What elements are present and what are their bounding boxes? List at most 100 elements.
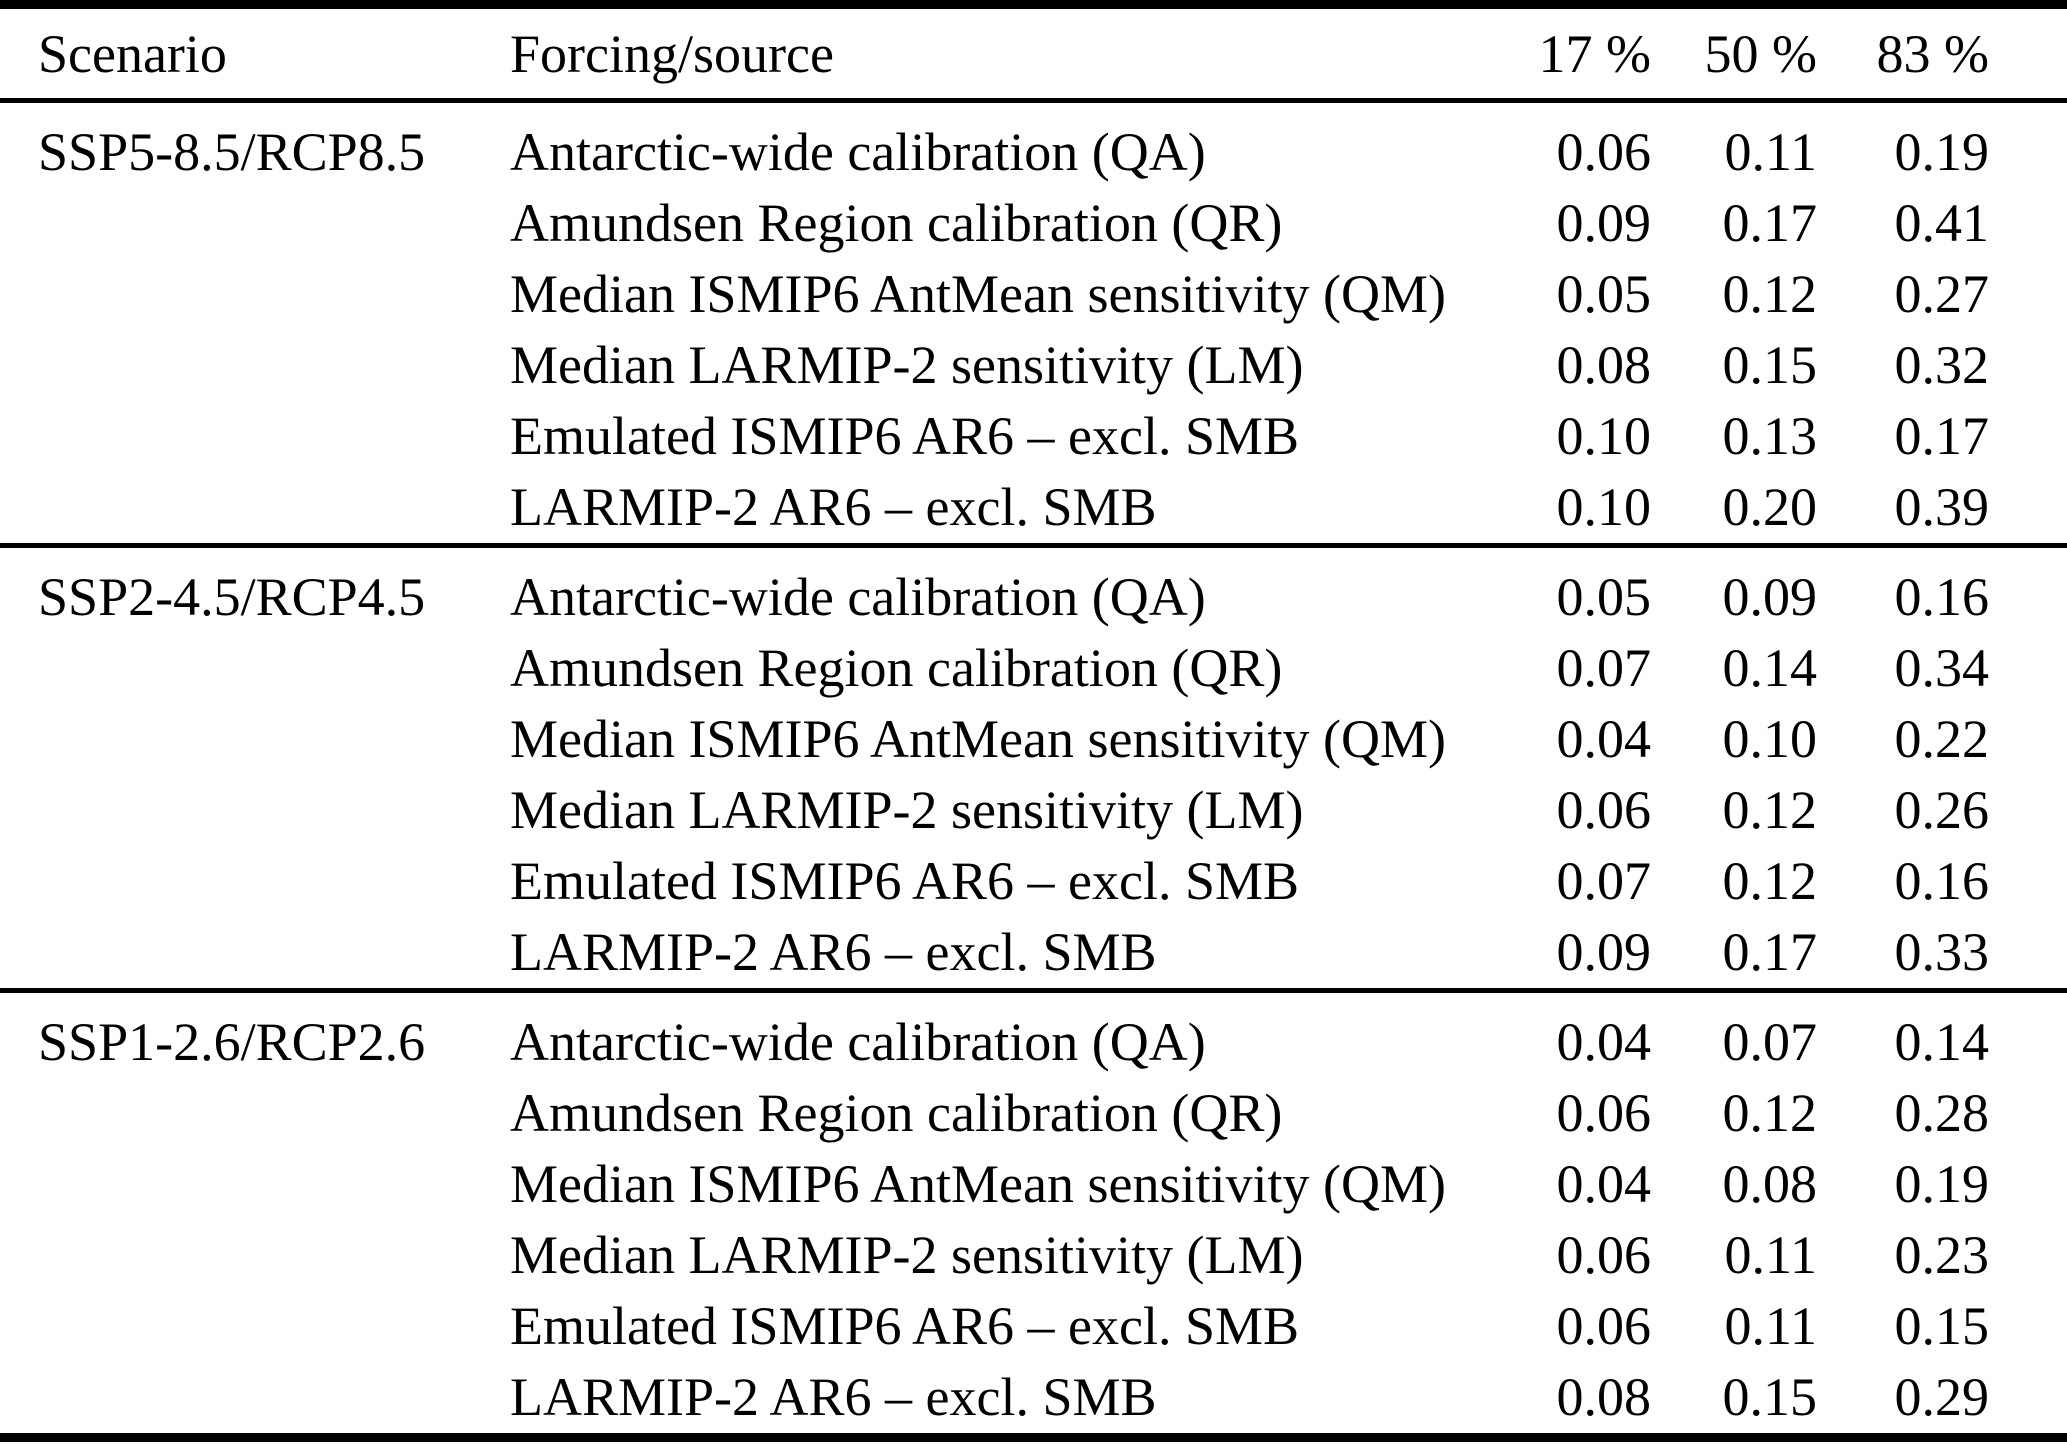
- table-row: Amundsen Region calibration (QR) 0.09 0.17…: [0, 188, 2067, 259]
- table-row: SSP2-4.5/RCP4.5 Antarctic-wide calibratio…: [0, 546, 2067, 634]
- forcing-cell: Antarctic-wide calibration (QA): [510, 1012, 1206, 1072]
- value-83-cell: 0.19: [1894, 122, 1990, 182]
- header-scenario: Scenario: [38, 23, 227, 84]
- value-83-cell: 0.16: [1894, 851, 1990, 911]
- value-83-cell: 0.16: [1894, 567, 1990, 627]
- table-row: Median ISMIP6 AntMean sensitivity (QM) 0.…: [0, 259, 2067, 330]
- value-83-cell: 0.19: [1894, 1154, 1990, 1214]
- scenario-group: SSP5-8.5/RCP8.5 Antarctic-wide calibratio…: [0, 101, 2067, 546]
- value-50-cell: 0.15: [1722, 335, 1818, 395]
- value-17-cell: 0.05: [1556, 567, 1652, 627]
- forcing-cell: Amundsen Region calibration (QR): [510, 193, 1283, 253]
- value-83-cell: 0.23: [1894, 1225, 1990, 1285]
- header-row: Scenario Forcing/source 17 % 50 % 83 %: [0, 5, 2067, 101]
- value-50-cell: 0.17: [1722, 193, 1818, 253]
- table-row: Emulated ISMIP6 AR6 – excl. SMB 0.07 0.12 0…: [0, 846, 2067, 917]
- value-50-cell: 0.15: [1722, 1367, 1818, 1427]
- value-17-cell: 0.06: [1556, 122, 1652, 182]
- value-83-cell: 0.29: [1894, 1367, 1990, 1427]
- value-50-cell: 0.13: [1722, 406, 1818, 466]
- value-17-cell: 0.05: [1556, 264, 1652, 324]
- value-17-cell: 0.08: [1556, 1367, 1652, 1427]
- table-row: Median LARMIP-2 sensitivity (LM) 0.06 0.11…: [0, 1220, 2067, 1291]
- forcing-cell: Median LARMIP-2 sensitivity (LM): [510, 780, 1304, 840]
- value-50-cell: 0.11: [1724, 122, 1818, 182]
- value-83-cell: 0.22: [1894, 709, 1990, 769]
- value-50-cell: 0.11: [1724, 1296, 1818, 1356]
- forcing-cell: Emulated ISMIP6 AR6 – excl. SMB: [510, 406, 1300, 466]
- value-17-cell: 0.06: [1556, 1296, 1652, 1356]
- value-50-cell: 0.12: [1722, 780, 1818, 840]
- value-50-cell: 0.12: [1722, 264, 1818, 324]
- forcing-cell: Median ISMIP6 AntMean sensitivity (QM): [510, 1154, 1446, 1214]
- value-50-cell: 0.10: [1722, 709, 1818, 769]
- value-50-cell: 0.14: [1722, 638, 1818, 698]
- value-50-cell: 0.12: [1722, 851, 1818, 911]
- scenario-group: SSP2-4.5/RCP4.5 Antarctic-wide calibratio…: [0, 546, 2067, 991]
- value-17-cell: 0.08: [1556, 335, 1652, 395]
- value-83-cell: 0.32: [1894, 335, 1990, 395]
- value-17-cell: 0.10: [1556, 406, 1652, 466]
- value-17-cell: 0.06: [1556, 1225, 1652, 1285]
- table-row: Emulated ISMIP6 AR6 – excl. SMB 0.06 0.11 0…: [0, 1291, 2067, 1362]
- value-17-cell: 0.04: [1556, 709, 1652, 769]
- scenario-group: SSP1-2.6/RCP2.6 Antarctic-wide calibratio…: [0, 991, 2067, 1438]
- table-row: Amundsen Region calibration (QR) 0.06 0.12…: [0, 1078, 2067, 1149]
- value-17-cell: 0.07: [1556, 638, 1652, 698]
- value-17-cell: 0.10: [1556, 477, 1652, 537]
- value-83-cell: 0.41: [1894, 193, 1990, 253]
- table-row: LARMIP-2 AR6 – excl. SMB 0.08 0.15 0.29: [0, 1362, 2067, 1438]
- value-17-cell: 0.06: [1556, 1083, 1652, 1143]
- value-50-cell: 0.09: [1722, 567, 1818, 627]
- value-83-cell: 0.39: [1894, 477, 1990, 537]
- value-83-cell: 0.33: [1894, 922, 1990, 982]
- scenario-cell: SSP5-8.5/RCP8.5: [38, 122, 426, 182]
- table-row: SSP5-8.5/RCP8.5 Antarctic-wide calibratio…: [0, 101, 2067, 189]
- forcing-cell: Median LARMIP-2 sensitivity (LM): [510, 1225, 1304, 1285]
- value-83-cell: 0.14: [1894, 1012, 1990, 1072]
- header-percentile-83: 83 %: [1876, 23, 1989, 84]
- header-percentile-17: 17 %: [1538, 23, 1651, 84]
- forcing-cell: Emulated ISMIP6 AR6 – excl. SMB: [510, 851, 1300, 911]
- value-83-cell: 0.26: [1894, 780, 1990, 840]
- table-row: Emulated ISMIP6 AR6 – excl. SMB 0.10 0.13 0…: [0, 401, 2067, 472]
- value-50-cell: 0.11: [1724, 1225, 1818, 1285]
- header-forcing: Forcing/source: [510, 23, 834, 84]
- value-17-cell: 0.09: [1556, 193, 1652, 253]
- forcing-cell: Amundsen Region calibration (QR): [510, 638, 1283, 698]
- scenario-cell: SSP2-4.5/RCP4.5: [38, 567, 426, 627]
- value-17-cell: 0.04: [1556, 1154, 1652, 1214]
- table-row: LARMIP-2 AR6 – excl. SMB 0.10 0.20 0.39: [0, 472, 2067, 546]
- table-row: Amundsen Region calibration (QR) 0.07 0.14…: [0, 633, 2067, 704]
- forcing-cell: Median ISMIP6 AntMean sensitivity (QM): [510, 709, 1446, 769]
- value-50-cell: 0.12: [1722, 1083, 1818, 1143]
- value-83-cell: 0.15: [1894, 1296, 1990, 1356]
- forcing-cell: Median ISMIP6 AntMean sensitivity (QM): [510, 264, 1446, 324]
- forcing-cell: LARMIP-2 AR6 – excl. SMB: [510, 477, 1157, 537]
- value-83-cell: 0.17: [1894, 406, 1990, 466]
- value-50-cell: 0.20: [1722, 477, 1818, 537]
- value-17-cell: 0.04: [1556, 1012, 1652, 1072]
- forcing-cell: Median LARMIP-2 sensitivity (LM): [510, 335, 1304, 395]
- forcing-cell: Emulated ISMIP6 AR6 – excl. SMB: [510, 1296, 1300, 1356]
- scenario-cell: SSP1-2.6/RCP2.6: [38, 1012, 426, 1072]
- value-83-cell: 0.28: [1894, 1083, 1990, 1143]
- value-50-cell: 0.07: [1722, 1012, 1818, 1072]
- table-row: Median LARMIP-2 sensitivity (LM) 0.08 0.15…: [0, 330, 2067, 401]
- value-50-cell: 0.17: [1722, 922, 1818, 982]
- forcing-cell: LARMIP-2 AR6 – excl. SMB: [510, 1367, 1157, 1427]
- forcing-cell: LARMIP-2 AR6 – excl. SMB: [510, 922, 1157, 982]
- table-header: Scenario Forcing/source 17 % 50 % 83 %: [0, 5, 2067, 101]
- value-17-cell: 0.09: [1556, 922, 1652, 982]
- header-percentile-50: 50 %: [1704, 23, 1817, 84]
- value-83-cell: 0.34: [1894, 638, 1990, 698]
- table-row: SSP1-2.6/RCP2.6 Antarctic-wide calibratio…: [0, 991, 2067, 1079]
- table-row: Median ISMIP6 AntMean sensitivity (QM) 0.…: [0, 1149, 2067, 1220]
- forcing-cell: Amundsen Region calibration (QR): [510, 1083, 1283, 1143]
- forcing-cell: Antarctic-wide calibration (QA): [510, 567, 1206, 627]
- value-17-cell: 0.06: [1556, 780, 1652, 840]
- table-row: Median ISMIP6 AntMean sensitivity (QM) 0.…: [0, 704, 2067, 775]
- value-50-cell: 0.08: [1722, 1154, 1818, 1214]
